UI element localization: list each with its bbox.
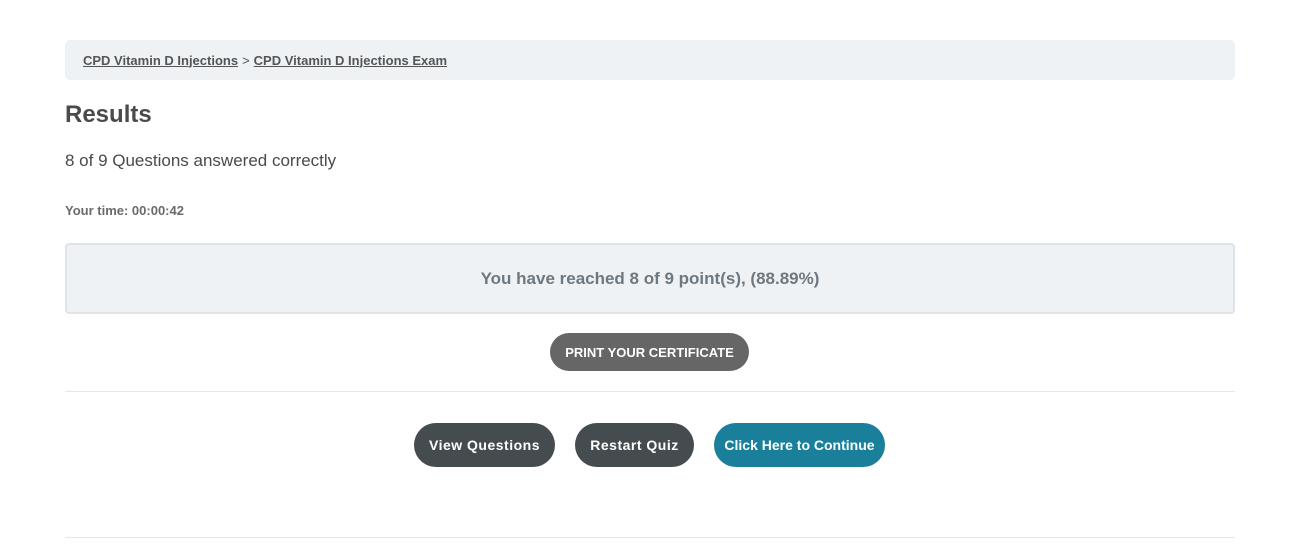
correct-answers-text: 8 of 9 Questions answered correctly <box>65 151 337 170</box>
breadcrumb-course-link[interactable]: CPD Vitamin D Injections <box>83 52 239 68</box>
restart-quiz-button[interactable]: Restart Quiz <box>575 423 694 467</box>
view-questions-button[interactable]: View Questions <box>414 423 555 467</box>
breadcrumb: CPD Vitamin D Injections > CPD Vitamin D… <box>65 40 1235 80</box>
points-summary: You have reached 8 of 9 point(s), (88.89… <box>65 243 1235 314</box>
divider <box>65 391 1235 392</box>
divider <box>65 537 1235 538</box>
breadcrumb-exam-link[interactable]: CPD Vitamin D Injections Exam <box>253 52 448 68</box>
print-certificate-button[interactable]: PRINT YOUR CERTIFICATE <box>550 333 749 371</box>
breadcrumb-separator: > <box>242 52 250 68</box>
continue-button[interactable]: Click Here to Continue <box>714 423 885 467</box>
page-title: Results <box>65 101 152 128</box>
time-taken: Your time: 00:00:42 <box>65 203 184 218</box>
